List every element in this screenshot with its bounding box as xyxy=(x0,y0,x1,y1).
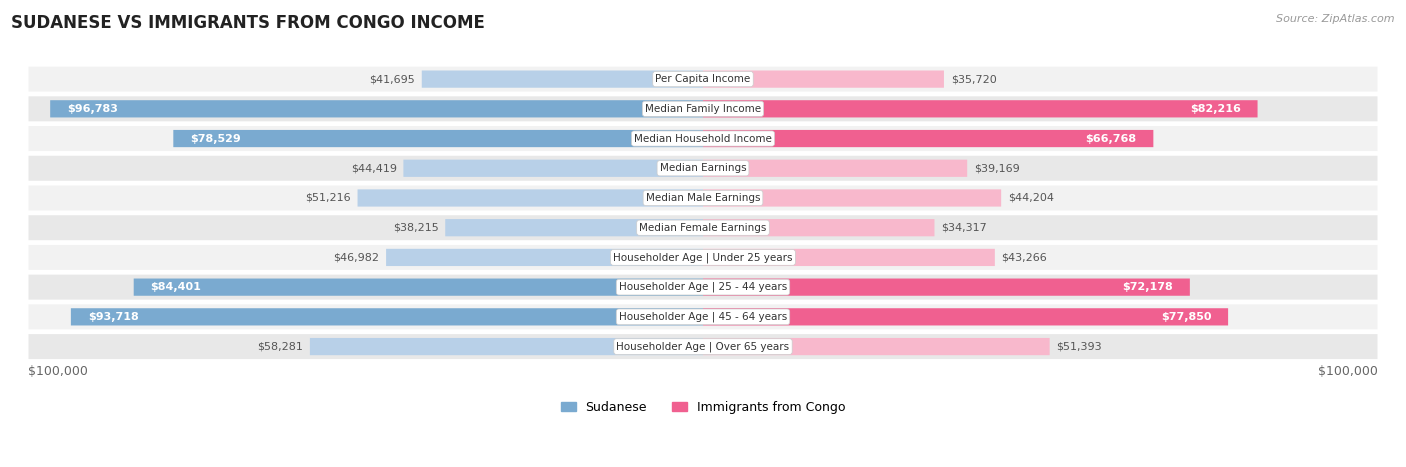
FancyBboxPatch shape xyxy=(28,215,1378,240)
Text: $84,401: $84,401 xyxy=(150,282,201,292)
Text: $78,529: $78,529 xyxy=(190,134,240,143)
Text: $38,215: $38,215 xyxy=(392,223,439,233)
FancyBboxPatch shape xyxy=(446,219,703,236)
Text: $100,000: $100,000 xyxy=(28,365,89,378)
Text: $96,783: $96,783 xyxy=(67,104,118,114)
Text: $44,204: $44,204 xyxy=(1008,193,1054,203)
FancyBboxPatch shape xyxy=(703,219,935,236)
Text: Source: ZipAtlas.com: Source: ZipAtlas.com xyxy=(1277,14,1395,24)
Text: $77,850: $77,850 xyxy=(1161,312,1211,322)
Text: Median Female Earnings: Median Female Earnings xyxy=(640,223,766,233)
Text: Median Male Earnings: Median Male Earnings xyxy=(645,193,761,203)
FancyBboxPatch shape xyxy=(134,278,703,296)
FancyBboxPatch shape xyxy=(309,338,703,355)
FancyBboxPatch shape xyxy=(703,278,1189,296)
FancyBboxPatch shape xyxy=(404,160,703,177)
FancyBboxPatch shape xyxy=(387,249,703,266)
Text: $46,982: $46,982 xyxy=(333,253,380,262)
FancyBboxPatch shape xyxy=(422,71,703,88)
Text: Householder Age | Under 25 years: Householder Age | Under 25 years xyxy=(613,252,793,262)
FancyBboxPatch shape xyxy=(357,189,703,206)
Text: Median Family Income: Median Family Income xyxy=(645,104,761,114)
Text: $51,393: $51,393 xyxy=(1056,341,1102,352)
FancyBboxPatch shape xyxy=(703,100,1257,117)
Text: SUDANESE VS IMMIGRANTS FROM CONGO INCOME: SUDANESE VS IMMIGRANTS FROM CONGO INCOME xyxy=(11,14,485,32)
Text: $43,266: $43,266 xyxy=(1001,253,1047,262)
FancyBboxPatch shape xyxy=(28,67,1378,92)
FancyBboxPatch shape xyxy=(28,185,1378,211)
Text: $72,178: $72,178 xyxy=(1122,282,1173,292)
Text: Householder Age | Over 65 years: Householder Age | Over 65 years xyxy=(616,341,790,352)
FancyBboxPatch shape xyxy=(703,160,967,177)
Legend: Sudanese, Immigrants from Congo: Sudanese, Immigrants from Congo xyxy=(555,396,851,418)
FancyBboxPatch shape xyxy=(28,156,1378,181)
Text: $44,419: $44,419 xyxy=(350,163,396,173)
Text: $100,000: $100,000 xyxy=(1317,365,1378,378)
Text: $39,169: $39,169 xyxy=(974,163,1019,173)
FancyBboxPatch shape xyxy=(28,304,1378,329)
FancyBboxPatch shape xyxy=(703,308,1227,325)
Text: Median Earnings: Median Earnings xyxy=(659,163,747,173)
Text: $93,718: $93,718 xyxy=(87,312,138,322)
FancyBboxPatch shape xyxy=(51,100,703,117)
Text: Median Household Income: Median Household Income xyxy=(634,134,772,143)
Text: $51,216: $51,216 xyxy=(305,193,352,203)
FancyBboxPatch shape xyxy=(703,249,995,266)
Text: $58,281: $58,281 xyxy=(257,341,304,352)
Text: $34,317: $34,317 xyxy=(941,223,987,233)
FancyBboxPatch shape xyxy=(28,96,1378,121)
Text: Householder Age | 25 - 44 years: Householder Age | 25 - 44 years xyxy=(619,282,787,292)
Text: $41,695: $41,695 xyxy=(370,74,415,84)
Text: Per Capita Income: Per Capita Income xyxy=(655,74,751,84)
Text: Householder Age | 45 - 64 years: Householder Age | 45 - 64 years xyxy=(619,311,787,322)
Text: $66,768: $66,768 xyxy=(1085,134,1136,143)
FancyBboxPatch shape xyxy=(173,130,703,147)
FancyBboxPatch shape xyxy=(70,308,703,325)
FancyBboxPatch shape xyxy=(28,245,1378,270)
Text: $82,216: $82,216 xyxy=(1189,104,1240,114)
FancyBboxPatch shape xyxy=(28,126,1378,151)
FancyBboxPatch shape xyxy=(703,338,1050,355)
FancyBboxPatch shape xyxy=(703,189,1001,206)
FancyBboxPatch shape xyxy=(28,275,1378,300)
FancyBboxPatch shape xyxy=(703,130,1153,147)
FancyBboxPatch shape xyxy=(703,71,943,88)
FancyBboxPatch shape xyxy=(28,334,1378,359)
Text: $35,720: $35,720 xyxy=(950,74,997,84)
